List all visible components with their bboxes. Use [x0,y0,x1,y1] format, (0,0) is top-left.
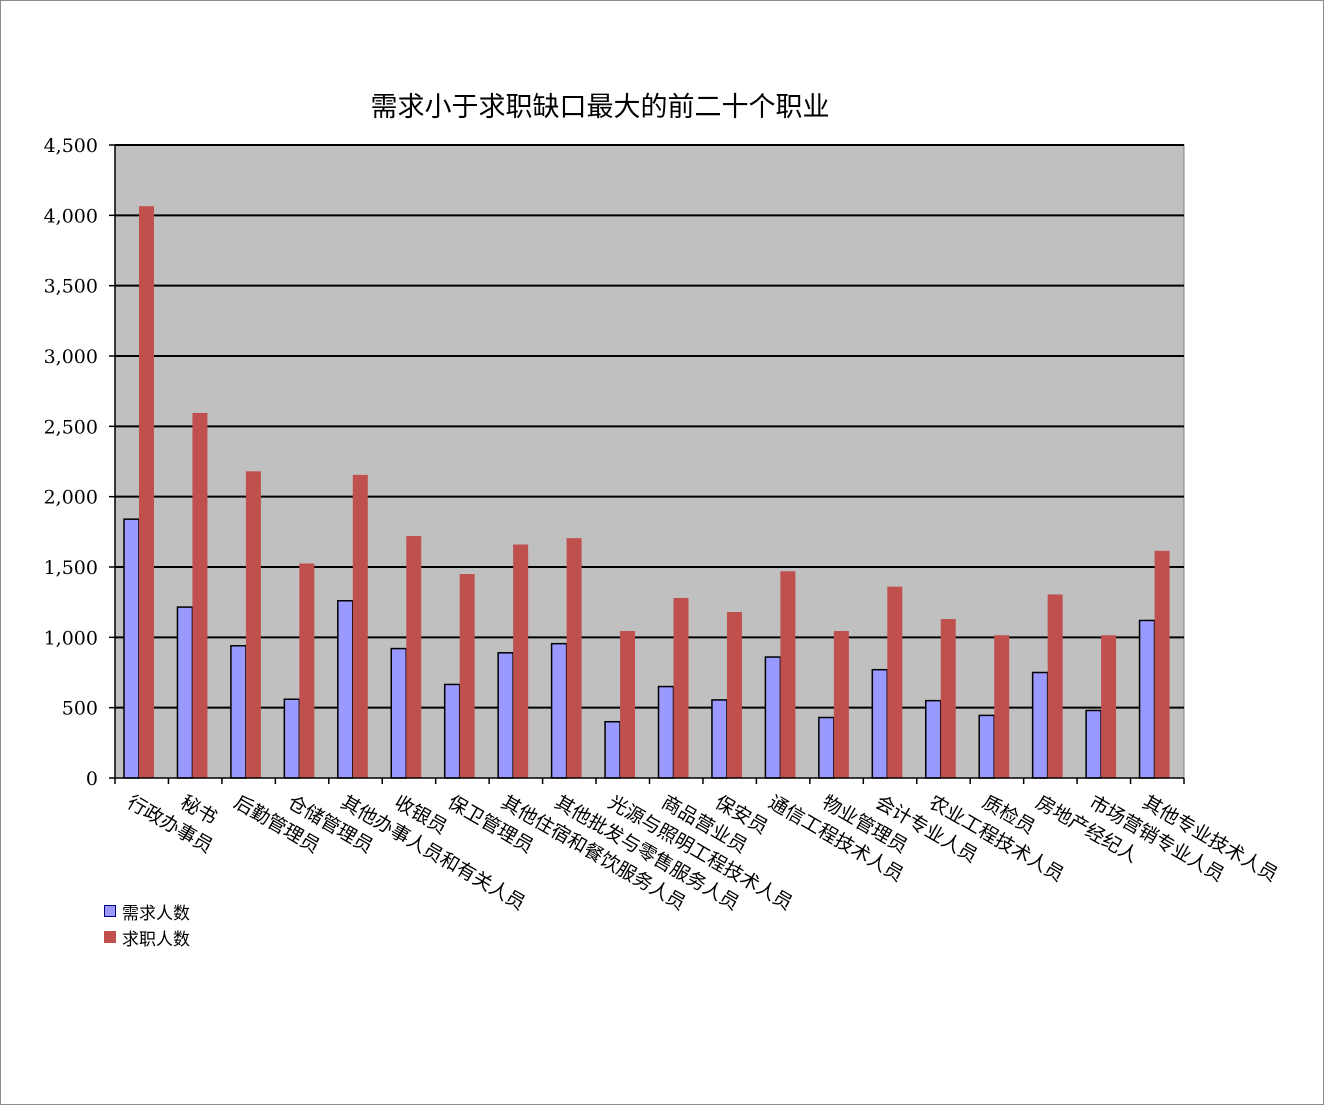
bar-demand [1031,671,1049,779]
y-tick-label: 2,000 [44,487,98,509]
y-tick-label: 0 [86,768,98,790]
bar-demand [978,714,995,779]
bar-jobseekers [566,538,582,778]
bar-demand [871,668,889,779]
bar-demand [657,685,675,779]
bar-demand [925,699,942,779]
legend: 需求人数 求职人数 [104,898,190,950]
bar-jobseekers [940,619,956,778]
y-tick-label: 1,000 [44,627,98,649]
bar-demand [497,652,514,779]
legend-label-jobseekers: 求职人数 [122,929,190,950]
y-tick-label: 4,500 [44,135,98,157]
bar-jobseekers [513,544,529,778]
bar-jobseekers [673,597,689,778]
bar-demand [604,720,621,779]
legend-label-demand: 需求人数 [122,903,190,924]
bar-demand [123,518,140,779]
bar-jobseekers [620,631,636,778]
plot-area [114,144,1185,779]
y-tick-label: 3,500 [44,276,98,298]
bars [123,206,1170,779]
bar-demand [1138,619,1156,779]
bar-demand [1085,709,1102,779]
bar-demand [176,606,194,779]
y-tick-label: 500 [62,698,98,720]
legend-swatch-demand [104,905,116,917]
bar-jobseekers [139,206,154,778]
bar-jobseekers [406,536,422,778]
bar-jobseekers [833,631,849,778]
bar-demand [390,647,407,779]
bar-jobseekers [994,635,1010,778]
bar-demand [711,699,728,779]
y-tick-label: 4,000 [44,205,98,227]
bar-jobseekers [245,471,261,778]
bar-demand [818,716,835,779]
bar-jobseekers [887,586,903,778]
bar-demand [337,600,354,779]
bar-demand [230,645,247,779]
y-tick-label: 2,500 [44,416,98,438]
legend-item-jobseekers: 求职人数 [104,924,190,950]
legend-item-demand: 需求人数 [104,898,190,924]
bar-demand [550,642,568,779]
bar-jobseekers [1154,550,1170,778]
y-tick-labels: 0 500 1,000 1,500 2,000 2,500 3,000 3,500 4,000 4… [44,135,98,790]
bar-demand [443,683,461,779]
bar-jobseekers [780,571,796,778]
bar-jobseekers [1047,594,1063,778]
bar-demand [283,698,301,779]
chart-title: 需求小于求职缺口最大的前二十个职业 [371,92,830,123]
axes [109,144,1185,784]
y-tick-label: 3,000 [44,346,98,368]
bar-jobseekers [299,563,315,778]
legend-swatch-jobseekers [104,931,116,943]
y-tick-label: 1,500 [44,557,98,579]
bar-demand [764,656,782,779]
bar-jobseekers [352,474,368,778]
bar-jobseekers [726,612,742,778]
bar-jobseekers [192,412,208,778]
bar-jobseekers [1101,635,1117,778]
bar-jobseekers [459,574,475,778]
